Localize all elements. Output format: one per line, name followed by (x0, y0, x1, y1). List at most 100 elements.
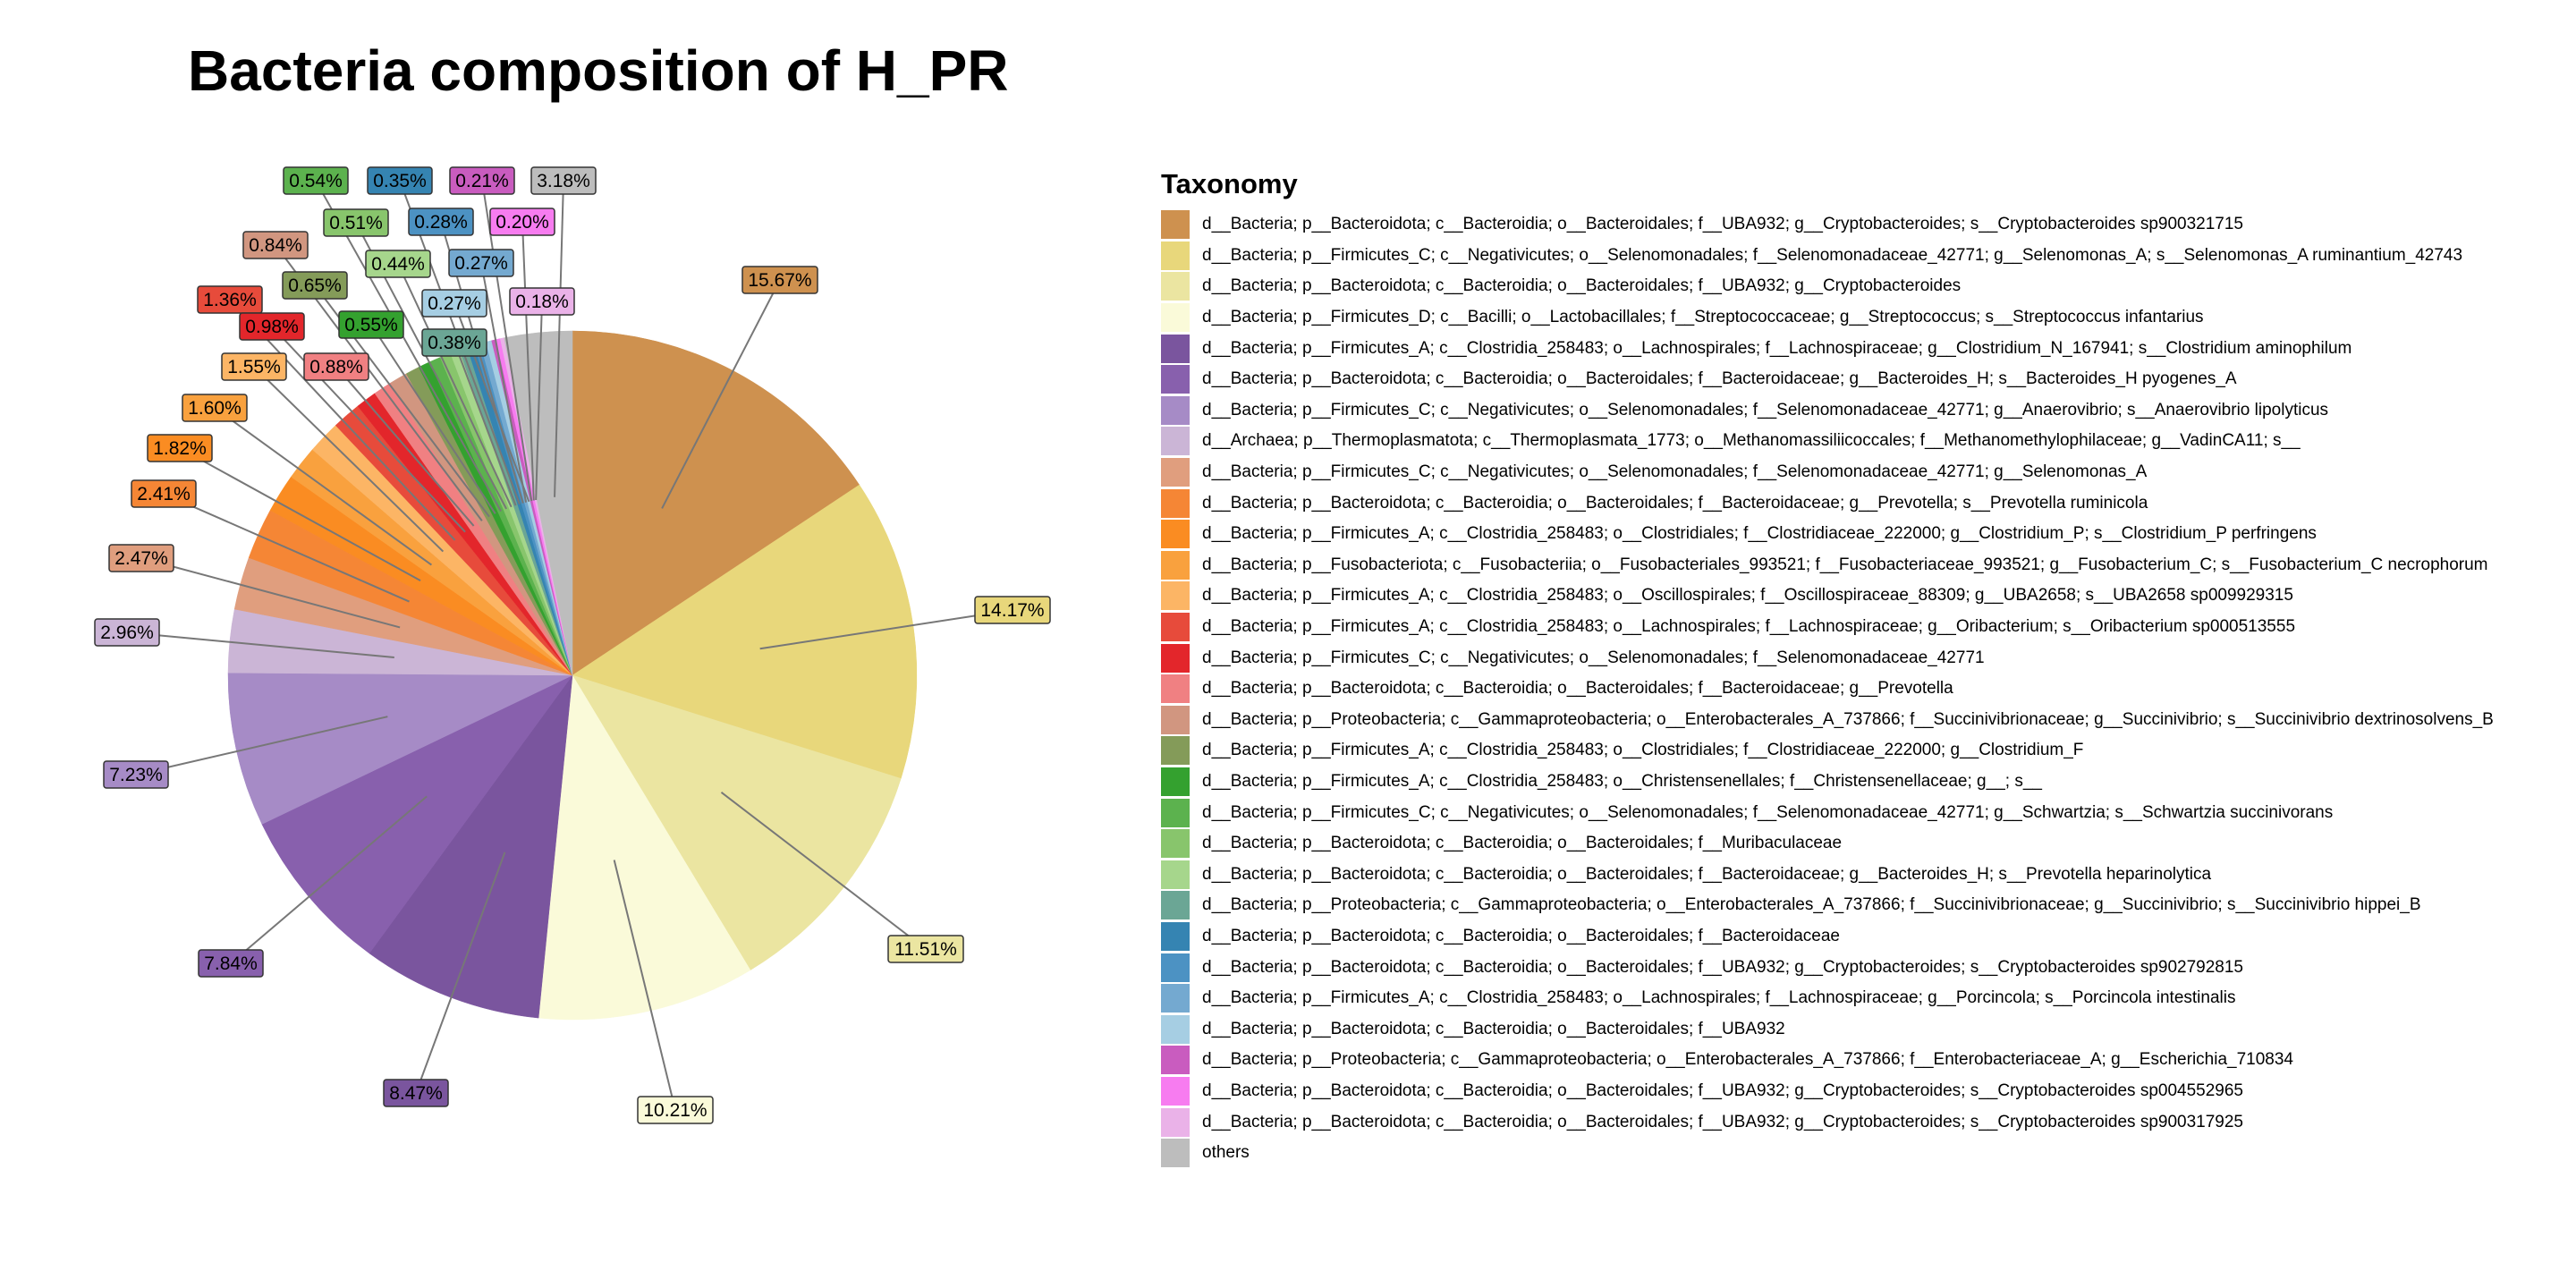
legend-item: d__Bacteria; p__Firmicutes_A; c__Clostri… (1161, 735, 2494, 767)
legend-label: d__Bacteria; p__Firmicutes_C; c__Negativ… (1202, 245, 2463, 265)
legend-label: d__Bacteria; p__Bacteroidota; c__Bactero… (1202, 1112, 2243, 1131)
slice-label-text: 1.55% (227, 357, 281, 377)
pie-slice (538, 674, 751, 1021)
legend-label: d__Bacteria; p__Fusobacteriota; c__Fusob… (1202, 555, 2488, 574)
slice-label: 0.98% (239, 312, 305, 341)
leader-line (613, 860, 676, 1111)
legend-label: d__Bacteria; p__Firmicutes_C; c__Negativ… (1202, 802, 2334, 822)
slice-label-text: 14.17% (980, 600, 1044, 621)
legend-label: d__Bacteria; p__Firmicutes_C; c__Negativ… (1202, 462, 2148, 482)
slice-label: 3.18% (530, 166, 597, 195)
legend-swatch (1161, 767, 1190, 796)
slice-label-box (108, 544, 174, 572)
leader-line (253, 366, 445, 553)
legend-swatch (1161, 921, 1190, 951)
slice-label: 0.55% (338, 310, 404, 339)
slice-label-box (239, 312, 305, 341)
slice-label-text: 8.47% (389, 1083, 443, 1104)
legend-swatch (1161, 550, 1190, 580)
leader-line (335, 366, 475, 527)
leader-line (140, 557, 401, 629)
slice-label: 0.44% (365, 250, 431, 278)
legend-items: d__Bacteria; p__Bacteroidota; c__Bactero… (1161, 209, 2494, 1168)
legend-swatch (1161, 334, 1190, 363)
slice-label-text: 0.88% (309, 357, 363, 377)
slice-label: 1.36% (197, 285, 263, 314)
leader-line (554, 180, 564, 497)
slice-label-text: 0.65% (288, 275, 342, 296)
slice-label: 0.54% (283, 166, 349, 195)
legend-label: d__Bacteria; p__Bacteroidota; c__Bactero… (1202, 864, 2212, 884)
legend-swatch (1161, 303, 1190, 333)
legend-label: others (1202, 1143, 1250, 1163)
legend-item: d__Bacteria; p__Bacteroidota; c__Bactero… (1161, 921, 2494, 953)
legend-swatch (1161, 984, 1190, 1013)
pie-slice (504, 330, 573, 676)
slice-label-box (383, 1079, 449, 1107)
leader-line (163, 493, 410, 603)
legend-swatch (1161, 736, 1190, 766)
slice-label: 8.47% (383, 1079, 449, 1107)
legend-label: d__Bacteria; p__Firmicutes_A; c__Clostri… (1202, 988, 2236, 1008)
slice-label-text: 0.20% (496, 212, 549, 233)
leader-line (397, 263, 513, 508)
leader-line (535, 301, 543, 501)
slice-label-box (421, 289, 487, 318)
slice-label: 7.84% (198, 949, 264, 978)
slice-label-text: 15.67% (748, 270, 811, 291)
slice-label-box (338, 310, 404, 339)
slice-label: 0.27% (421, 289, 487, 318)
slice-label-text: 7.23% (109, 765, 163, 785)
chart-title: Bacteria composition of H_PR (188, 38, 1009, 103)
slice-label-box (221, 352, 287, 381)
legend-item: d__Bacteria; p__Bacteroidota; c__Bactero… (1161, 487, 2494, 519)
slice-label: 7.23% (103, 760, 169, 789)
legend-item: d__Bacteria; p__Bacteroidota; c__Bactero… (1161, 859, 2494, 890)
legend-item: d__Bacteria; p__Firmicutes_A; c__Clostri… (1161, 983, 2494, 1014)
slice-label: 1.82% (147, 434, 213, 462)
legend-swatch (1161, 365, 1190, 394)
legend-item: d__Bacteria; p__Bacteroidota; c__Bactero… (1161, 674, 2494, 705)
slice-label-box (131, 479, 197, 508)
legend-item: d__Bacteria; p__Proteobacteria; c__Gamma… (1161, 890, 2494, 921)
leader-line (370, 324, 496, 514)
legend-swatch (1161, 1107, 1190, 1137)
pie-slice (261, 674, 573, 954)
legend-swatch (1161, 613, 1190, 642)
legend-item: d__Bacteria; p__Firmicutes_D; c__Bacilli… (1161, 302, 2494, 334)
legend-item: d__Bacteria; p__Firmicutes_C; c__Negativ… (1161, 642, 2494, 674)
slice-label: 0.84% (242, 231, 309, 259)
legend-item: d__Bacteria; p__Bacteroidota; c__Bactero… (1161, 271, 2494, 302)
slice-label-box (741, 266, 818, 294)
slice-label-box (283, 166, 349, 195)
slice-label-box (198, 949, 264, 978)
legend-swatch (1161, 1046, 1190, 1075)
legend-label: d__Bacteria; p__Firmicutes_A; c__Clostri… (1202, 524, 2317, 544)
legend-item: others (1161, 1138, 2494, 1169)
legend-swatch (1161, 488, 1190, 518)
legend-swatch (1161, 272, 1190, 301)
slice-label: 0.27% (448, 249, 514, 277)
slice-label-box (637, 1096, 714, 1124)
legend: Taxonomy d__Bacteria; p__Bacteroidota; c… (1161, 168, 2494, 1168)
slice-label: 15.67% (741, 266, 818, 294)
slice-label-text: 0.44% (371, 254, 425, 275)
slice-label-box (303, 352, 369, 381)
slice-label: 0.28% (408, 208, 474, 236)
slice-label-box (974, 596, 1051, 624)
legend-label: d__Bacteria; p__Bacteroidota; c__Bactero… (1202, 276, 1962, 296)
leader-line (661, 279, 781, 509)
legend-item: d__Bacteria; p__Bacteroidota; c__Bactero… (1161, 952, 2494, 983)
slice-label-text: 1.60% (188, 398, 242, 419)
slice-label-box (408, 208, 474, 236)
legend-item: d__Bacteria; p__Proteobacteria; c__Gamma… (1161, 705, 2494, 736)
legend-item: d__Bacteria; p__Firmicutes_A; c__Clostri… (1161, 519, 2494, 550)
legend-label: d__Bacteria; p__Proteobacteria; c__Gamma… (1202, 1050, 2293, 1070)
legend-swatch (1161, 1076, 1190, 1106)
legend-label: d__Bacteria; p__Firmicutes_A; c__Clostri… (1202, 771, 2042, 791)
legend-label: d__Bacteria; p__Firmicutes_A; c__Clostri… (1202, 741, 2084, 760)
slice-label: 11.51% (887, 935, 964, 963)
slice-label-text: 0.51% (329, 213, 383, 233)
slice-label-text: 3.18% (537, 171, 590, 191)
legend-label: d__Bacteria; p__Bacteroidota; c__Bactero… (1202, 369, 2237, 389)
